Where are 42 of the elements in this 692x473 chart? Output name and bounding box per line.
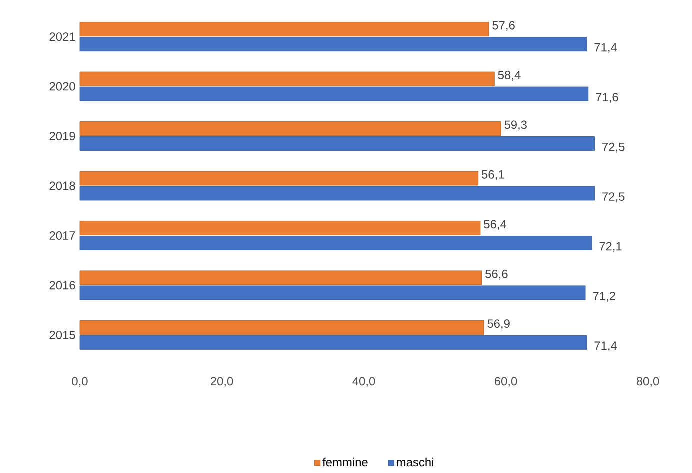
bar xyxy=(80,136,595,151)
bar xyxy=(80,320,484,335)
data-label: 56,4 xyxy=(484,220,507,230)
x-tick-label: 60,0 xyxy=(494,377,518,388)
data-label: 71,6 xyxy=(596,93,618,103)
x-tick-label: 0,0 xyxy=(72,377,88,388)
x-tick-label: 80,0 xyxy=(636,377,660,388)
bar xyxy=(80,335,588,350)
bar xyxy=(80,86,589,102)
y-tick-label: 2020 xyxy=(50,82,76,91)
data-label: 71,2 xyxy=(593,292,616,302)
data-label: 56,1 xyxy=(482,170,504,180)
y-tick-label: 2017 xyxy=(50,231,76,240)
data-label: 71,4 xyxy=(594,342,618,352)
data-label: 58,4 xyxy=(498,70,521,81)
data-label: 72,1 xyxy=(600,242,622,252)
legend-label: maschi xyxy=(397,458,434,467)
bar xyxy=(80,22,490,37)
bar xyxy=(80,171,479,186)
y-tick-label: 2016 xyxy=(50,281,76,290)
bar xyxy=(80,122,502,136)
y-tick-label: 2015 xyxy=(50,330,76,340)
legend-label: femmine xyxy=(322,458,368,467)
x-tick-label: 40,0 xyxy=(352,377,376,388)
data-label: 56,6 xyxy=(486,270,508,280)
data-label: 71,4 xyxy=(594,43,618,54)
data-label: 72,5 xyxy=(602,192,625,202)
bar xyxy=(80,236,592,250)
y-tick-label: 2019 xyxy=(50,132,76,141)
y-tick-label: 2021 xyxy=(50,32,76,42)
y-tick-label: 2018 xyxy=(50,182,76,190)
bar xyxy=(80,221,481,236)
data-label: 59,3 xyxy=(504,120,527,131)
data-label: 56,9 xyxy=(488,320,510,330)
data-label: 57,6 xyxy=(492,21,515,32)
bar xyxy=(80,186,595,201)
bar xyxy=(80,72,495,86)
data-label: 72,5 xyxy=(602,142,625,153)
x-tick-label: 20,0 xyxy=(210,377,234,388)
bar xyxy=(80,270,482,286)
bar xyxy=(80,37,588,52)
bar xyxy=(80,286,586,300)
